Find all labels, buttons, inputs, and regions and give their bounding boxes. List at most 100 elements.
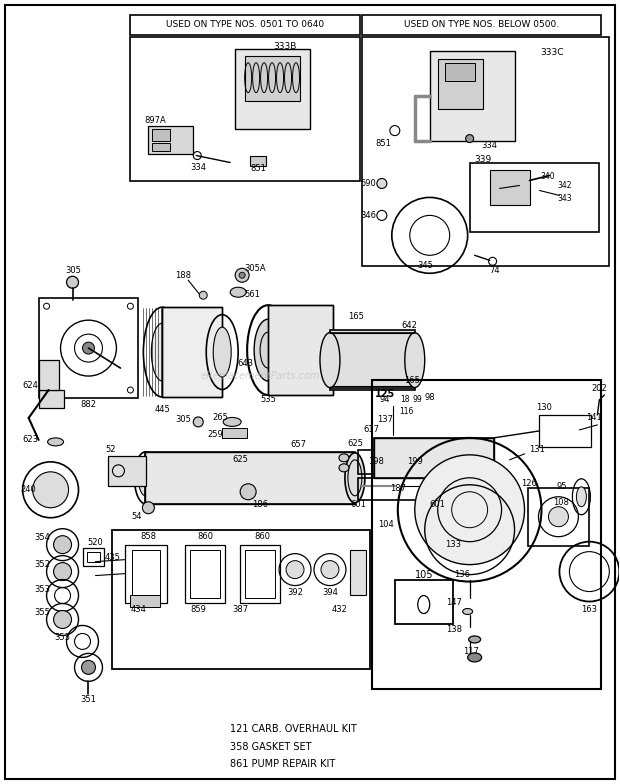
Circle shape bbox=[193, 417, 203, 427]
Text: 188: 188 bbox=[175, 270, 192, 280]
Text: 165: 165 bbox=[348, 312, 364, 321]
Text: 125: 125 bbox=[374, 389, 395, 399]
Ellipse shape bbox=[138, 460, 153, 495]
Text: 334: 334 bbox=[190, 163, 206, 172]
Bar bbox=[350, 550, 366, 594]
Ellipse shape bbox=[339, 464, 349, 472]
Bar bbox=[539, 415, 591, 447]
Bar bbox=[445, 63, 475, 81]
Text: 147: 147 bbox=[446, 598, 462, 607]
Text: 333B: 333B bbox=[273, 42, 297, 51]
Bar bbox=[162, 307, 222, 397]
Bar bbox=[125, 545, 167, 603]
Bar bbox=[38, 298, 138, 398]
Text: 133: 133 bbox=[445, 540, 461, 549]
Text: 601: 601 bbox=[350, 500, 366, 510]
Text: 333C: 333C bbox=[541, 49, 564, 57]
Bar bbox=[235, 49, 310, 129]
Text: 342: 342 bbox=[557, 181, 572, 190]
Text: 54: 54 bbox=[131, 512, 141, 521]
Circle shape bbox=[321, 561, 339, 579]
Circle shape bbox=[235, 268, 249, 282]
Ellipse shape bbox=[469, 636, 481, 643]
Circle shape bbox=[53, 611, 71, 629]
Text: 334: 334 bbox=[482, 141, 498, 150]
Text: 590: 590 bbox=[360, 179, 376, 188]
Text: 340: 340 bbox=[540, 172, 555, 181]
Text: 353: 353 bbox=[55, 633, 71, 642]
Text: 74: 74 bbox=[489, 266, 500, 274]
Ellipse shape bbox=[48, 438, 64, 446]
Ellipse shape bbox=[223, 417, 241, 426]
Bar bbox=[153, 129, 171, 140]
Ellipse shape bbox=[467, 653, 482, 662]
Text: 623: 623 bbox=[22, 435, 38, 445]
Text: 355: 355 bbox=[35, 608, 51, 617]
Text: 98: 98 bbox=[425, 394, 435, 402]
Text: 351: 351 bbox=[81, 695, 97, 704]
Text: 199: 199 bbox=[407, 457, 423, 466]
Bar bbox=[130, 594, 161, 607]
Bar bbox=[162, 307, 222, 397]
Text: 130: 130 bbox=[536, 404, 552, 412]
Bar bbox=[190, 550, 220, 597]
Text: 198: 198 bbox=[368, 457, 384, 466]
Circle shape bbox=[199, 291, 207, 299]
Text: 617: 617 bbox=[364, 426, 380, 434]
Text: 116: 116 bbox=[400, 408, 414, 416]
Ellipse shape bbox=[463, 608, 472, 615]
Bar bbox=[245, 550, 275, 597]
Text: USED ON TYPE NOS. BELOW 0500.: USED ON TYPE NOS. BELOW 0500. bbox=[404, 20, 559, 29]
Text: 643: 643 bbox=[237, 358, 253, 368]
Text: 163: 163 bbox=[582, 605, 598, 614]
Text: 601: 601 bbox=[430, 500, 446, 510]
Bar bbox=[362, 15, 601, 34]
Text: 432: 432 bbox=[332, 605, 348, 614]
Text: 858: 858 bbox=[140, 532, 156, 541]
Text: 642: 642 bbox=[402, 321, 418, 329]
Bar bbox=[148, 125, 193, 154]
Bar bbox=[240, 545, 280, 603]
Bar bbox=[38, 360, 58, 390]
Text: 343: 343 bbox=[557, 194, 572, 203]
Text: 131: 131 bbox=[529, 445, 546, 455]
Text: 354: 354 bbox=[35, 533, 51, 543]
Bar bbox=[330, 330, 415, 390]
Bar bbox=[145, 452, 355, 504]
Bar bbox=[528, 488, 590, 546]
Text: 394: 394 bbox=[322, 588, 338, 597]
Text: 392: 392 bbox=[287, 588, 303, 597]
Text: USED ON TYPE NOS. 0501 TO 0640: USED ON TYPE NOS. 0501 TO 0640 bbox=[166, 20, 324, 29]
Text: 624: 624 bbox=[23, 380, 38, 390]
Bar bbox=[268, 305, 333, 395]
Text: 99: 99 bbox=[413, 395, 423, 405]
Bar bbox=[130, 15, 360, 34]
Bar bbox=[268, 305, 333, 395]
Bar bbox=[395, 579, 453, 625]
Ellipse shape bbox=[339, 454, 349, 462]
Circle shape bbox=[239, 272, 245, 278]
Text: 240: 240 bbox=[20, 485, 37, 494]
Bar bbox=[153, 143, 171, 151]
Text: 434: 434 bbox=[130, 605, 146, 614]
Circle shape bbox=[143, 502, 154, 514]
Circle shape bbox=[53, 535, 71, 554]
Text: eReplacementParts.com: eReplacementParts.com bbox=[201, 372, 321, 381]
Ellipse shape bbox=[213, 327, 231, 377]
Bar bbox=[358, 450, 438, 474]
Text: 445: 445 bbox=[154, 405, 170, 415]
Text: 305A: 305A bbox=[244, 263, 266, 273]
Text: 520: 520 bbox=[87, 538, 104, 547]
Bar bbox=[38, 390, 64, 408]
Text: 137: 137 bbox=[377, 416, 393, 424]
Bar bbox=[372, 380, 601, 689]
Bar bbox=[108, 456, 146, 486]
Circle shape bbox=[33, 472, 69, 508]
Ellipse shape bbox=[254, 319, 282, 381]
Bar bbox=[374, 438, 494, 477]
Text: 859: 859 bbox=[190, 605, 206, 614]
Bar bbox=[362, 37, 609, 267]
Text: 187: 187 bbox=[390, 485, 406, 493]
Text: 265: 265 bbox=[212, 413, 228, 423]
Bar bbox=[438, 59, 482, 109]
